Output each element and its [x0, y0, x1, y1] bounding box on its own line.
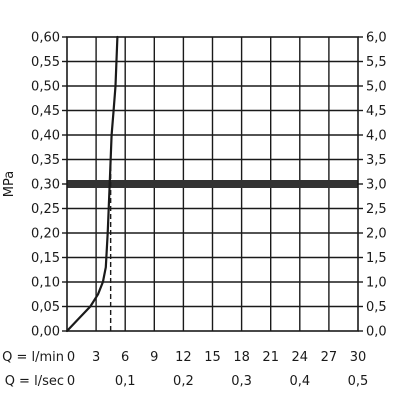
y-tick-label-left: 0,60	[31, 31, 60, 46]
y-tick-label-left: 0,10	[31, 276, 60, 291]
y-tick-label-right: 0,0	[366, 325, 387, 340]
y-tick-label-right: 3,0	[366, 178, 387, 193]
y-tick-label-left: 0,55	[31, 55, 60, 70]
y-tick-label-right: 4,0	[366, 129, 387, 144]
x-tick-label-lpm: 6	[121, 350, 129, 365]
x-tick-label-lpm: 21	[262, 350, 279, 365]
y-tick-label-right: 1,0	[366, 276, 387, 291]
y-tick-label-left: 0,05	[31, 300, 60, 315]
y-tick-label-left: 0,50	[31, 80, 60, 95]
series-line-0	[65, 35, 119, 333]
y-tick-label-left: 0,40	[31, 129, 60, 144]
x2-tick-label-lps: 0,5	[348, 374, 369, 389]
y-tick-label-left: 0,00	[31, 325, 60, 340]
x-tick-label-lpm: 15	[204, 350, 221, 365]
x2-tick-label-lps: 0,1	[115, 374, 136, 389]
y-tick-label-left: 0,30	[31, 178, 60, 193]
y-tick-label-right: 2,5	[366, 202, 387, 217]
x-tick-label-lpm: 30	[350, 350, 367, 365]
x2-tick-label-lps: 0,3	[231, 374, 252, 389]
plot-frame	[66, 36, 359, 332]
x-tick-label-lpm: 9	[150, 350, 158, 365]
x2-tick-label-lps: 0,4	[289, 374, 310, 389]
y-tick-label-right: 2,0	[366, 227, 387, 242]
y-tick-label-right: 6,0	[366, 31, 387, 46]
y-tick-label-left: 0,25	[31, 202, 60, 217]
y-tick-label-left: 0,15	[31, 251, 60, 266]
y-tick-label-right: 5,0	[366, 80, 387, 95]
x-tick-label-lpm: 24	[292, 350, 309, 365]
y-tick-label-left: 0,20	[31, 227, 60, 242]
axis-labels: 0,00 0,00,05 0,50,10 1,00,15 1,50,20 2,00,25 2…	[2, 31, 387, 390]
x-tick-label-lpm: 0	[67, 350, 75, 365]
y-tick-label-right: 5,5	[366, 55, 387, 70]
chart-marks	[65, 35, 358, 333]
y-tick-label-left: 0,45	[31, 104, 60, 119]
x-tick-label-lpm: 18	[233, 350, 250, 365]
x-axis-label-lpm: Q = l/min	[2, 350, 64, 365]
y-tick-label-right: 3,5	[366, 153, 387, 168]
x-tick-label-lpm: 12	[175, 350, 192, 365]
x2-tick-label-lps: 0,2	[173, 374, 194, 389]
x2-tick-label-lps: 0	[67, 374, 75, 389]
x-tick-label-lpm: 3	[92, 350, 100, 365]
y-tick-label-right: 0,5	[366, 300, 387, 315]
y-tick-label-right: 4,5	[366, 104, 387, 119]
x-axis-label-lps: Q = l/sec	[5, 374, 64, 389]
x-tick-label-lpm: 27	[321, 350, 338, 365]
y-axis-label: MPa	[2, 171, 17, 197]
y-tick-label-right: 1,5	[366, 251, 387, 266]
y-tick-label-left: 0,35	[31, 153, 60, 168]
